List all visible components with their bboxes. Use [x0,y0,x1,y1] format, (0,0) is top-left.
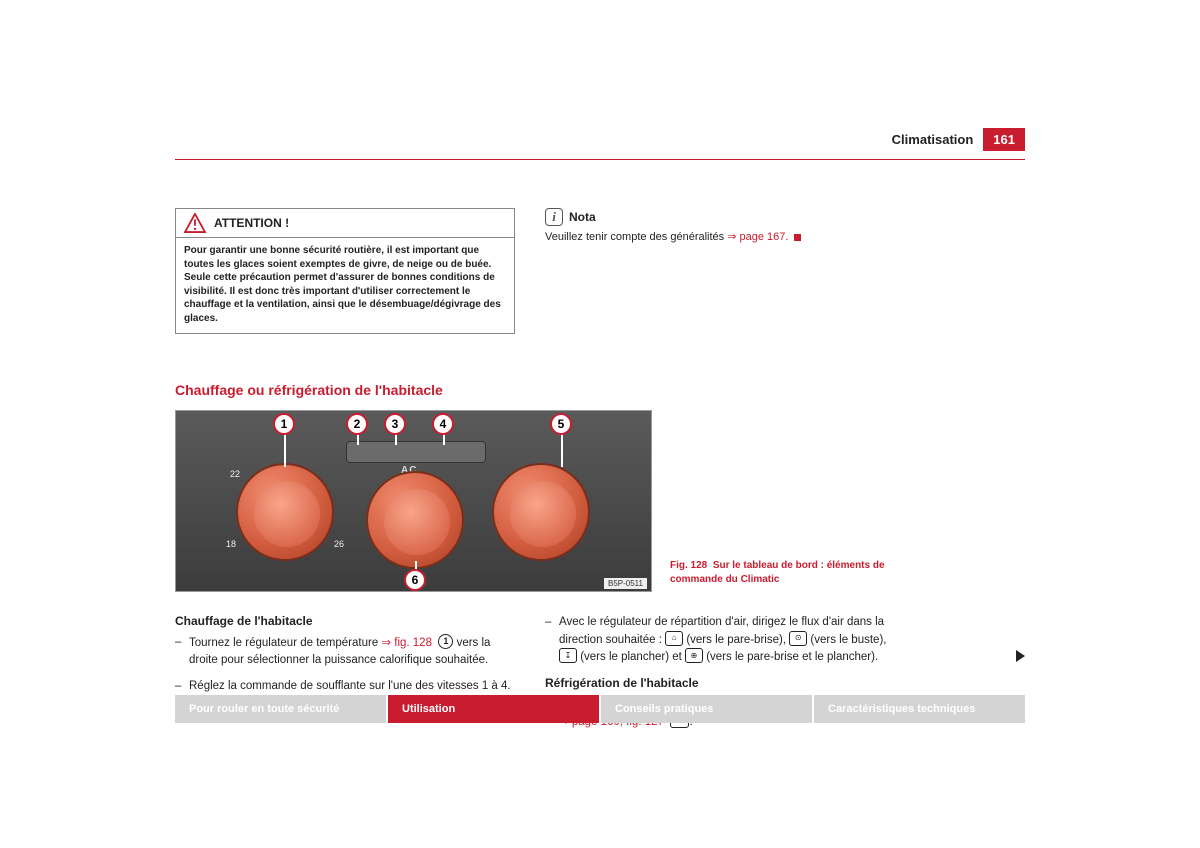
nota-ref: ⇒ page 167. [727,231,788,243]
warning-icon [184,213,206,233]
cooling-heading: Réfrigération de l'habitacle [545,676,900,690]
header-rule [175,159,1025,160]
end-square-icon [794,234,801,241]
callout-6: 6 [404,569,426,591]
dash-icon: – [175,678,189,695]
ac-button-bar [346,441,486,463]
fan-dial [366,471,464,569]
footer-tabs: Pour rouler en toute sécurité Utilisatio… [175,695,1025,723]
list-item: – Avec le régulateur de répartition d'ai… [545,614,900,666]
attention-header: ATTENTION ! [176,209,514,238]
callout-lead [284,433,286,467]
figure-caption: Fig. 128 Sur le tableau de bord : élémen… [670,559,890,592]
nota-prefix: Veuillez tenir compte des généralités [545,231,727,243]
temperature-dial [236,463,334,561]
page-number-badge: 161 [983,128,1025,151]
callout-5: 5 [550,413,572,435]
air-distribution-dial [492,463,590,561]
attention-column: ATTENTION ! Pour garantir une bonne sécu… [175,208,515,334]
item-text: Réglez la commande de soufflante sur l'u… [189,678,511,695]
attention-box: ATTENTION ! Pour garantir une bonne sécu… [175,208,515,334]
figure-number: Fig. 128 [670,560,707,571]
nota-text: Veuillez tenir compte des généralités ⇒ … [545,230,905,243]
callout-ref-1: 1 [438,634,453,649]
windshield-icon: ⌂ [665,631,683,646]
callout-3: 3 [384,413,406,435]
floor-icon: ↧ [559,648,577,663]
temp-mark: 26 [334,539,344,549]
nota-header: i Nota [545,208,905,226]
dash-icon: – [545,614,559,666]
callout-2: 2 [346,413,368,435]
tab-safety[interactable]: Pour rouler en toute sécurité [175,695,388,723]
section-title: Chauffage ou réfrigération de l'habitacl… [175,382,1025,398]
continue-arrow-icon [1016,650,1025,662]
heating-heading: Chauffage de l'habitacle [175,614,515,628]
tab-tips[interactable]: Conseils pratiques [601,695,814,723]
page: Climatisation 161 ATTENTION ! Pour garan… [0,0,1200,848]
attention-title: ATTENTION ! [214,216,289,230]
top-columns: ATTENTION ! Pour garantir une bonne sécu… [175,208,1025,334]
item-text: Tournez le régulateur de température ⇒ f… [189,634,515,668]
fig-ref: ⇒ fig. 128 [381,637,432,649]
callout-4: 4 [432,413,454,435]
page-header: Climatisation 161 [175,128,1025,151]
dash-icon: – [175,634,189,668]
item-text: Avec le régulateur de répartition d'air,… [559,614,900,666]
info-icon: i [545,208,563,226]
attention-body: Pour garantir une bonne sécurité routièr… [176,238,514,333]
temp-mark: 18 [226,539,236,549]
list-item: – Tournez le régulateur de température ⇒… [175,634,515,668]
tab-usage[interactable]: Utilisation [388,695,601,723]
callout-1: 1 [273,413,295,435]
nota-title: Nota [569,210,596,224]
callout-lead [561,433,563,467]
tab-specs[interactable]: Caractéristiques techniques [814,695,1025,723]
figure-image: AC 18 22 26 1 2 3 4 5 6 B5P-0511 [175,410,652,592]
content-area: Climatisation 161 ATTENTION ! Pour garan… [175,128,1025,740]
mix-icon: ⊕ [685,648,703,663]
section-name: Climatisation [892,132,974,147]
list-item: – Réglez la commande de soufflante sur l… [175,678,515,695]
temp-mark: 22 [230,469,240,479]
figure-row: AC 18 22 26 1 2 3 4 5 6 B5P-0511 [175,410,1025,592]
figure-id: B5P-0511 [604,578,647,589]
person-icon: ⊙ [789,631,807,646]
nota-column: i Nota Veuillez tenir compte des général… [545,208,905,334]
